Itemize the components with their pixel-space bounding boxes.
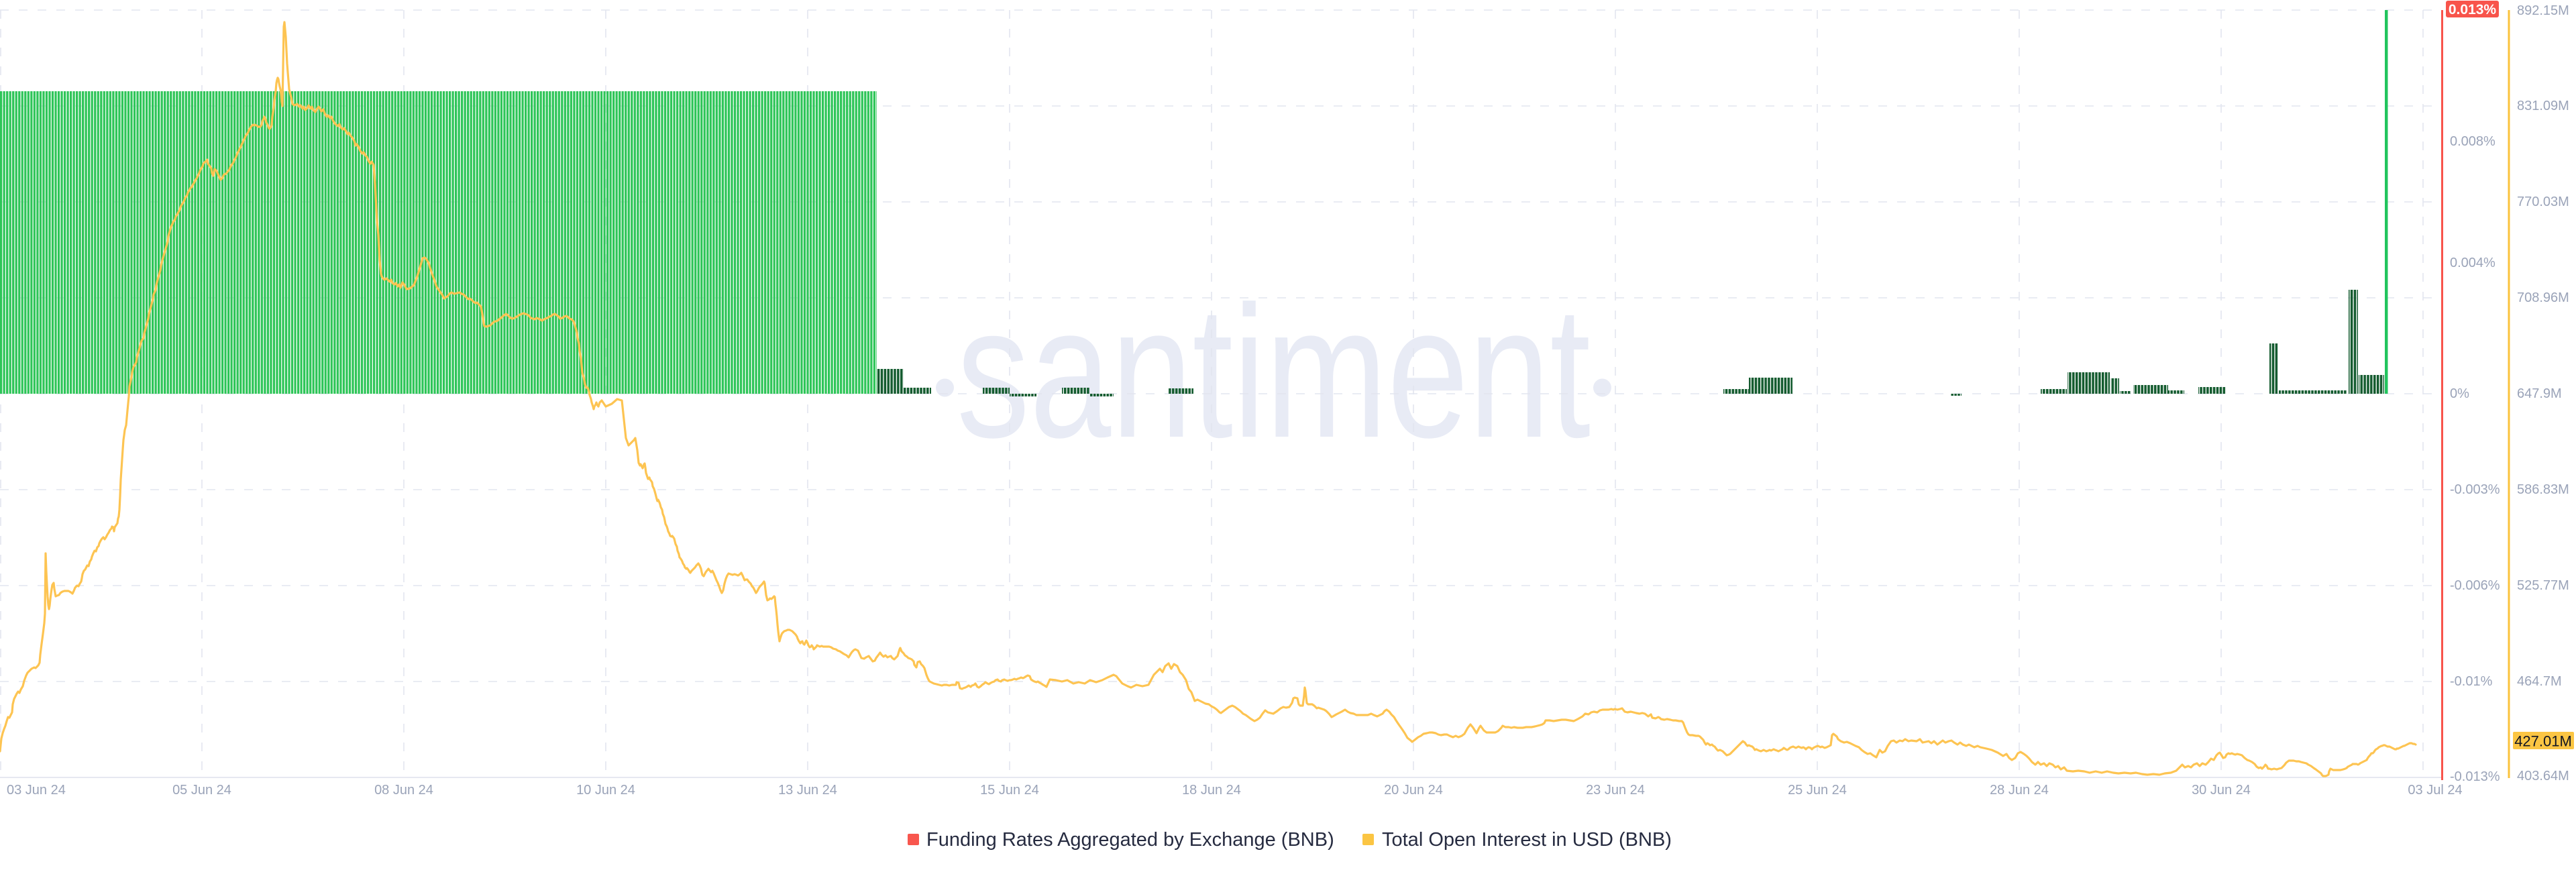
svg-text:770.03M: 770.03M <box>2517 195 2569 209</box>
svg-text:708.96M: 708.96M <box>2517 290 2569 305</box>
svg-text:525.77M: 525.77M <box>2517 578 2569 593</box>
svg-text:Funding Rates Aggregated by Ex: Funding Rates Aggregated by Exchange (BN… <box>926 829 1334 851</box>
svg-text:03 Jun 24: 03 Jun 24 <box>7 783 66 798</box>
svg-text:-0.003%: -0.003% <box>2450 482 2500 497</box>
svg-text:13 Jun 24: 13 Jun 24 <box>778 783 837 798</box>
svg-text:18 Jun 24: 18 Jun 24 <box>1182 783 1241 798</box>
svg-text:-0.01%: -0.01% <box>2450 674 2493 689</box>
svg-text:403.64M: 403.64M <box>2517 769 2569 783</box>
svg-text:25 Jun 24: 25 Jun 24 <box>1788 783 1847 798</box>
svg-text:08 Jun 24: 08 Jun 24 <box>374 783 433 798</box>
svg-text:831.09M: 831.09M <box>2517 99 2569 113</box>
svg-text:0%: 0% <box>2450 386 2469 401</box>
svg-text:-0.006%: -0.006% <box>2450 578 2500 593</box>
svg-text:Total Open Interest in USD (BN: Total Open Interest in USD (BNB) <box>1382 829 1672 851</box>
svg-text:892.15M: 892.15M <box>2517 3 2569 18</box>
svg-text:10 Jun 24: 10 Jun 24 <box>576 783 635 798</box>
svg-text:464.7M: 464.7M <box>2517 674 2562 689</box>
svg-text:23 Jun 24: 23 Jun 24 <box>1586 783 1645 798</box>
svg-text:santiment: santiment <box>957 268 1591 477</box>
svg-text:05 Jun 24: 05 Jun 24 <box>172 783 231 798</box>
svg-text:30 Jun 24: 30 Jun 24 <box>2192 783 2251 798</box>
svg-text:20 Jun 24: 20 Jun 24 <box>1384 783 1443 798</box>
svg-text:0.004%: 0.004% <box>2450 256 2496 270</box>
svg-text:647.9M: 647.9M <box>2517 386 2562 401</box>
svg-text:0.008%: 0.008% <box>2450 134 2496 149</box>
svg-text:427.01M: 427.01M <box>2514 733 2572 750</box>
svg-text:28 Jun 24: 28 Jun 24 <box>1990 783 2049 798</box>
svg-text:03 Jul 24: 03 Jul 24 <box>2408 783 2462 798</box>
svg-text:586.83M: 586.83M <box>2517 482 2569 497</box>
svg-text:15 Jun 24: 15 Jun 24 <box>980 783 1039 798</box>
svg-text:0.013%: 0.013% <box>2449 2 2497 17</box>
svg-text:-0.013%: -0.013% <box>2450 769 2500 784</box>
